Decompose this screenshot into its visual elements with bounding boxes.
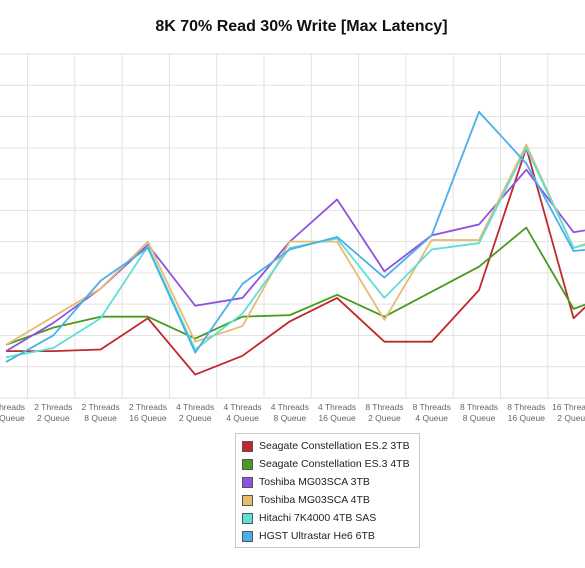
- series-line: [5, 143, 585, 346]
- legend-label: Toshiba MG03SCA 3TB: [259, 476, 370, 488]
- legend-swatch: [242, 458, 253, 470]
- x-tick-label: 8 Threads 16 Queue: [507, 402, 545, 423]
- x-tick-label: 2 Threads 2 Queue: [34, 402, 72, 423]
- legend-swatch: [242, 494, 253, 506]
- series-line: [5, 110, 585, 363]
- legend-item: Toshiba MG03SCA 4TB: [236, 491, 419, 509]
- legend-item: HGST Ultrastar He6 6TB: [236, 527, 419, 545]
- series-lines: [5, 110, 585, 376]
- legend-item: Seagate Constellation ES.3 4TB: [236, 455, 419, 473]
- x-tick-label: 4 Threads 16 Queue: [318, 402, 356, 423]
- legend-label: Hitachi 7K4000 4TB SAS: [259, 512, 377, 524]
- legend-swatch: [242, 440, 253, 452]
- legend-label: Seagate Constellation ES.2 3TB: [259, 440, 410, 452]
- series-line: [6, 146, 585, 376]
- chart-title: 8K 70% Read 30% Write [Max Latency]: [155, 18, 448, 35]
- x-tick-label: 8 Threads 8 Queue: [460, 402, 498, 423]
- x-tick-label: 8 Threads 4 Queue: [413, 402, 451, 423]
- x-tick-label: 2 Threads 8 Queue: [82, 402, 120, 423]
- legend-item: Hitachi 7K4000 4TB SAS: [236, 509, 419, 527]
- grid-lines: [0, 53, 585, 399]
- legend-item: Toshiba MG03SCA 3TB: [236, 473, 419, 491]
- legend-label: HGST Ultrastar He6 6TB: [259, 530, 375, 542]
- legend-item: Seagate Constellation ES.2 3TB: [236, 437, 419, 455]
- x-tick-label: 4 Threads 8 Queue: [271, 402, 309, 423]
- legend-label: Toshiba MG03SCA 4TB: [259, 494, 370, 506]
- x-tick-label: 8 Threads 2 Queue: [365, 402, 403, 423]
- legend-label: Seagate Constellation ES.3 4TB: [259, 458, 410, 470]
- x-tick-label: 2 Threads 16 Queue: [129, 402, 167, 423]
- x-tick-label: 4 Threads 2 Queue: [176, 402, 214, 423]
- legend-swatch: [242, 530, 253, 542]
- legend-swatch: [242, 476, 253, 488]
- series-line: [5, 226, 585, 346]
- x-tick-label: 4 Threads 4 Queue: [223, 402, 261, 423]
- legend-swatch: [242, 512, 253, 524]
- legend: Seagate Constellation ES.2 3TB Seagate Co…: [235, 433, 420, 548]
